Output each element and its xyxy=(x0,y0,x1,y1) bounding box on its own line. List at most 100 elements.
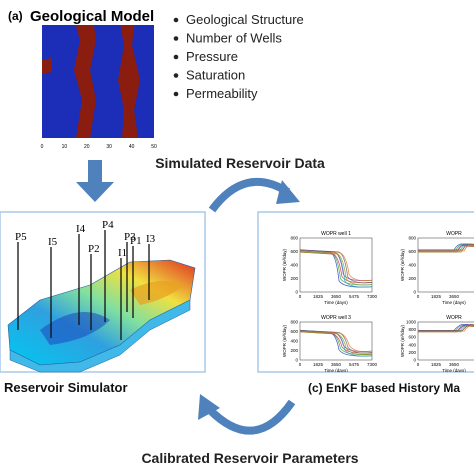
arrow-head xyxy=(198,394,220,420)
bullet-text: Number of Wells xyxy=(186,31,282,46)
x-tick-label: 1825 xyxy=(431,294,442,299)
x-tick-label: 5475 xyxy=(349,362,360,367)
y-axis-label: WOPR (m³/day) xyxy=(282,324,287,357)
y-tick-label: 400 xyxy=(290,339,298,344)
y-tick-label: 200 xyxy=(290,348,298,353)
ensemble-curve xyxy=(299,250,373,282)
map-channel xyxy=(72,12,96,138)
y-tick-label: 0 xyxy=(413,290,416,295)
y-axis-label: WOPR (m³/day) xyxy=(400,248,405,281)
y-tick-label: 800 xyxy=(408,236,416,241)
ensemble-curve xyxy=(299,330,373,352)
geological-map xyxy=(42,12,154,138)
well-label: P3 xyxy=(124,231,136,243)
y-tick-label: 600 xyxy=(290,249,298,254)
well-label: I4 xyxy=(76,223,86,235)
x-tick-label: 3650 xyxy=(331,294,342,299)
plots: WOPR well 1 WOPR (m³/day) Time (days) 0 1825… xyxy=(282,231,474,373)
x-tick-label: 0 xyxy=(299,362,302,367)
y-tick-label: 400 xyxy=(408,342,416,347)
panel-title: (c) EnKF based History Ma xyxy=(308,381,460,395)
bullet-text: Pressure xyxy=(186,49,238,64)
ensemble-curve xyxy=(418,324,474,332)
map-tick-label: 50 xyxy=(151,144,157,150)
map-tick-label: 30 xyxy=(106,144,112,150)
y-tick-label: 400 xyxy=(408,263,416,268)
y-tick-label: 0 xyxy=(413,358,416,363)
x-tick-label: 7300 xyxy=(367,362,378,367)
arrow-label: Calibrated Reservoir Parameters xyxy=(141,450,358,466)
bullet-text: Saturation xyxy=(186,68,245,83)
y-tick-label: 200 xyxy=(408,276,416,281)
well-label: I3 xyxy=(146,233,156,245)
bullet xyxy=(173,54,179,60)
map-tick-label: 0 xyxy=(41,144,44,150)
well-label: I1 xyxy=(118,247,127,259)
well-label: P5 xyxy=(15,231,27,243)
panel-title: Reservoir Simulator xyxy=(4,380,128,395)
panel-tag: (a) xyxy=(8,9,23,23)
well-label: P4 xyxy=(102,219,114,231)
y-tick-label: 200 xyxy=(290,276,298,281)
x-tick-label: 7300 xyxy=(367,294,378,299)
ensemble-curve xyxy=(299,251,373,286)
plot-frame xyxy=(299,237,373,293)
x-tick-label: 5475 xyxy=(349,294,360,299)
plot-title: WOPR well 1 xyxy=(321,231,351,237)
x-tick-label: 1825 xyxy=(313,294,324,299)
y-tick-label: 200 xyxy=(408,350,416,355)
x-axis-label: Time (days) xyxy=(324,300,348,305)
y-axis-label: WOPR (m³/day) xyxy=(400,324,405,357)
map-tick-label: 20 xyxy=(84,144,90,150)
x-axis-label: Time (days) xyxy=(442,368,466,373)
x-tick-label: 3650 xyxy=(331,362,342,367)
y-tick-label: 0 xyxy=(295,290,298,295)
curved-arrow xyxy=(208,177,291,213)
y-axis-label: WOPR (m³/day) xyxy=(282,248,287,281)
bullet xyxy=(173,36,179,41)
ensemble-curve xyxy=(418,244,474,252)
x-tick-label: 0 xyxy=(417,294,420,299)
y-tick-label: 600 xyxy=(408,249,416,254)
map-channel xyxy=(42,58,52,74)
down-arrow xyxy=(76,160,114,202)
ensemble-curve xyxy=(418,243,474,251)
y-tick-label: 800 xyxy=(408,327,416,332)
reservoir-model xyxy=(7,259,196,373)
well-label: I5 xyxy=(48,236,58,248)
plot-title: WOPR xyxy=(446,315,462,321)
curved-arrow xyxy=(207,399,296,435)
x-tick-label: 1825 xyxy=(313,362,324,367)
panel-title: Geological Model xyxy=(30,8,154,25)
bullet-text: Geological Structure xyxy=(186,12,304,27)
arrow-label: Simulated Reservoir Data xyxy=(155,155,325,171)
map-tick-label: 40 xyxy=(129,144,135,150)
bullet xyxy=(173,91,179,97)
bullet xyxy=(173,17,179,23)
x-tick-label: 0 xyxy=(299,294,302,299)
plot-title: WOPR well 3 xyxy=(321,315,351,321)
ensemble-curve xyxy=(299,331,373,355)
map-channel xyxy=(118,12,140,138)
plot-title: WOPR xyxy=(446,231,462,237)
y-tick-label: 600 xyxy=(290,329,298,334)
y-tick-label: 800 xyxy=(290,236,298,241)
well-label: P2 xyxy=(88,243,100,255)
y-tick-label: 600 xyxy=(408,335,416,340)
arrow-head xyxy=(276,180,300,204)
bullet xyxy=(173,73,179,78)
y-tick-label: 0 xyxy=(295,358,298,363)
x-tick-label: 1825 xyxy=(431,362,442,367)
x-axis-label: Time (days) xyxy=(324,368,348,373)
well-label: P1 xyxy=(130,235,142,247)
x-tick-label: 0 xyxy=(417,362,420,367)
ensemble-curve xyxy=(418,323,474,331)
x-tick-label: 3650 xyxy=(449,294,460,299)
y-tick-label: 800 xyxy=(290,320,298,325)
plot-frame xyxy=(299,321,373,361)
y-tick-label: 400 xyxy=(290,263,298,268)
y-tick-label: 1000 xyxy=(406,320,417,325)
x-tick-label: 3650 xyxy=(449,362,460,367)
bullet-text: Permeability xyxy=(186,86,258,101)
